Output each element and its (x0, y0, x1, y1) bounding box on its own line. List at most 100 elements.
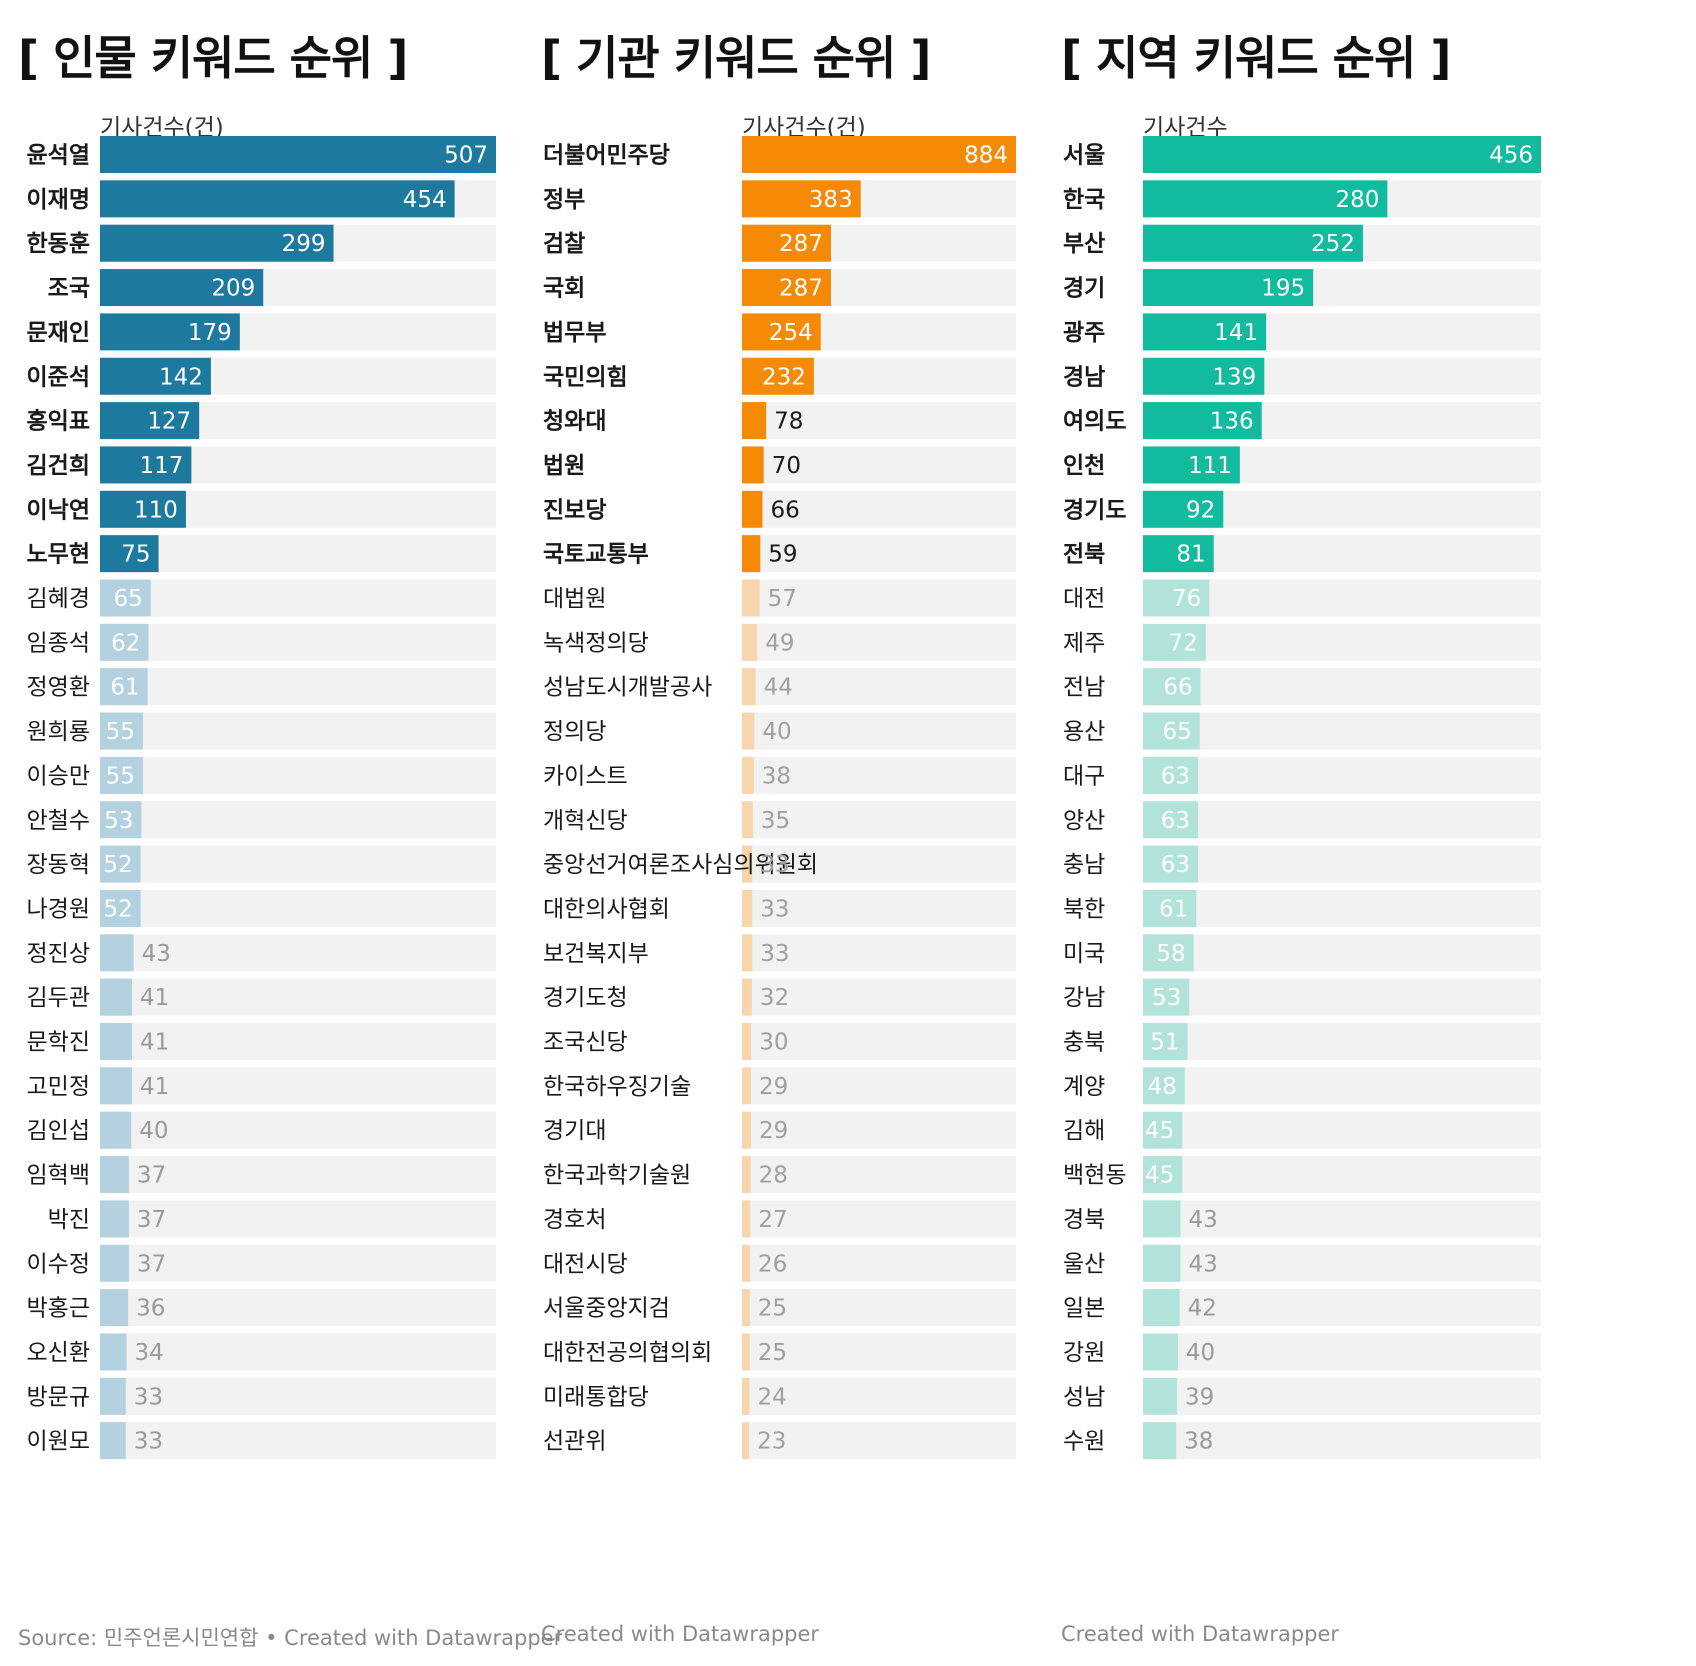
bar-track (1143, 1111, 1541, 1149)
category-label: 임혁백 (27, 1163, 90, 1189)
category-label: 제주 (1063, 630, 1105, 656)
bar-row: 홍익표 127 (27, 402, 496, 440)
bar-row: 충북 51 (1063, 1023, 1541, 1060)
bar (100, 712, 143, 750)
bar-row: 문재인 179 (27, 313, 496, 351)
bar (100, 490, 186, 528)
bar-track (100, 623, 496, 661)
value-label: 195 (1261, 276, 1305, 302)
bar (1143, 313, 1267, 351)
bar (1143, 136, 1541, 173)
bar-track (742, 446, 1016, 484)
bar (100, 1422, 126, 1460)
category-label: 이원모 (27, 1429, 90, 1455)
value-label: 34 (135, 1340, 164, 1366)
value-label: 41 (140, 1030, 169, 1056)
category-label: 경호처 (543, 1207, 606, 1233)
institution-keyword-panel: [ 기관 키워드 순위 ] 기사건수(건) 더불어민주당 884 정부 383 검찰 28… (541, 0, 1021, 1666)
category-label: 개혁신당 (543, 808, 628, 834)
bar (742, 889, 753, 927)
category-label: 이수정 (27, 1251, 90, 1277)
bar (100, 357, 211, 395)
category-label: 원희룡 (27, 719, 90, 745)
bar-row: 조국신당 30 (543, 1023, 1016, 1060)
category-label: 대한전공의협의회 (543, 1340, 712, 1366)
bar (1143, 1023, 1188, 1060)
bar-track (100, 1156, 496, 1194)
bar-track (100, 801, 496, 839)
bar-row: 진보당 66 (543, 490, 1016, 528)
bar-track (100, 934, 496, 972)
bar (1143, 1244, 1181, 1282)
bar-track (742, 623, 1016, 661)
bar-row: 전북 81 (1063, 535, 1541, 573)
category-label: 백현동 (1063, 1163, 1126, 1189)
category-label: 대법원 (543, 586, 606, 612)
bar (742, 1200, 751, 1238)
value-label: 66 (1163, 675, 1192, 701)
bar-row: 국민의힘 232 (543, 357, 1016, 395)
category-label: 용산 (1063, 719, 1105, 745)
category-label: 카이스트 (543, 763, 628, 789)
value-label: 43 (1189, 1207, 1218, 1233)
category-label: 김건희 (27, 453, 90, 479)
value-label: 81 (1176, 542, 1205, 568)
value-label: 254 (769, 320, 813, 346)
panel-title: [ 인물 키워드 순위 ] (18, 31, 408, 85)
bar-row: 경호처 27 (543, 1200, 1016, 1238)
value-label: 55 (106, 719, 135, 745)
bar-row: 경남 139 (1063, 357, 1541, 395)
bar-track (100, 1111, 496, 1149)
bar-row: 울산 43 (1063, 1244, 1541, 1282)
bar (1143, 889, 1197, 927)
bar-row: 대법원 57 (543, 579, 1016, 617)
category-label: 대구 (1063, 763, 1105, 789)
bar-track (1143, 801, 1541, 839)
category-label: 더불어민주당 (543, 143, 670, 169)
person-bar-chart: 윤석열 507 이재명 454 한동훈 299 조국 209 문재인 179 이준석 142 홍익표 12… (27, 136, 496, 1460)
category-label: 임종석 (27, 630, 90, 656)
bar (742, 1156, 751, 1194)
category-label: 청와대 (543, 409, 606, 435)
value-label: 232 (762, 364, 806, 390)
panel-title: [ 지역 키워드 순위 ] (1061, 31, 1451, 85)
bar (742, 136, 1016, 173)
bar-row: 수원 38 (1063, 1422, 1541, 1460)
bar (742, 623, 758, 661)
bar (742, 756, 754, 794)
bar-row: 양산 63 (1063, 801, 1541, 839)
bar (1143, 845, 1198, 883)
bar-row: 강남 53 (1063, 978, 1541, 1016)
bar-row: 충남 63 (1063, 845, 1541, 883)
category-label: 조국 (48, 276, 90, 302)
bar (742, 490, 763, 528)
bar (100, 1333, 127, 1371)
bar (742, 712, 755, 750)
bar-track (742, 712, 1016, 750)
bar-track (100, 535, 496, 573)
bar (1143, 446, 1240, 484)
bar-track (742, 1200, 1016, 1238)
bar-track (100, 668, 496, 706)
value-label: 39 (1185, 1384, 1214, 1410)
bar (1143, 978, 1190, 1016)
bar (100, 1156, 129, 1194)
bar (100, 1377, 126, 1415)
bar (742, 1289, 750, 1327)
bar (100, 1244, 129, 1282)
category-label: 전남 (1063, 675, 1105, 701)
bar-track (1143, 978, 1541, 1016)
bar-track (1143, 756, 1541, 794)
value-label: 139 (1212, 364, 1256, 390)
category-label: 성남도시개발공사 (543, 675, 712, 701)
bar-row: 용산 65 (1063, 712, 1541, 750)
category-label: 법원 (543, 453, 585, 479)
bar (1143, 934, 1194, 972)
bar-row: 이준석 142 (27, 357, 496, 395)
value-label: 29 (759, 1074, 788, 1100)
bar-row: 더불어민주당 884 (543, 136, 1016, 173)
value-label: 63 (1161, 763, 1190, 789)
bar-row: 녹색정의당 49 (543, 623, 1016, 661)
value-label: 33 (760, 852, 789, 878)
bar-row: 경기 195 (1063, 269, 1541, 307)
